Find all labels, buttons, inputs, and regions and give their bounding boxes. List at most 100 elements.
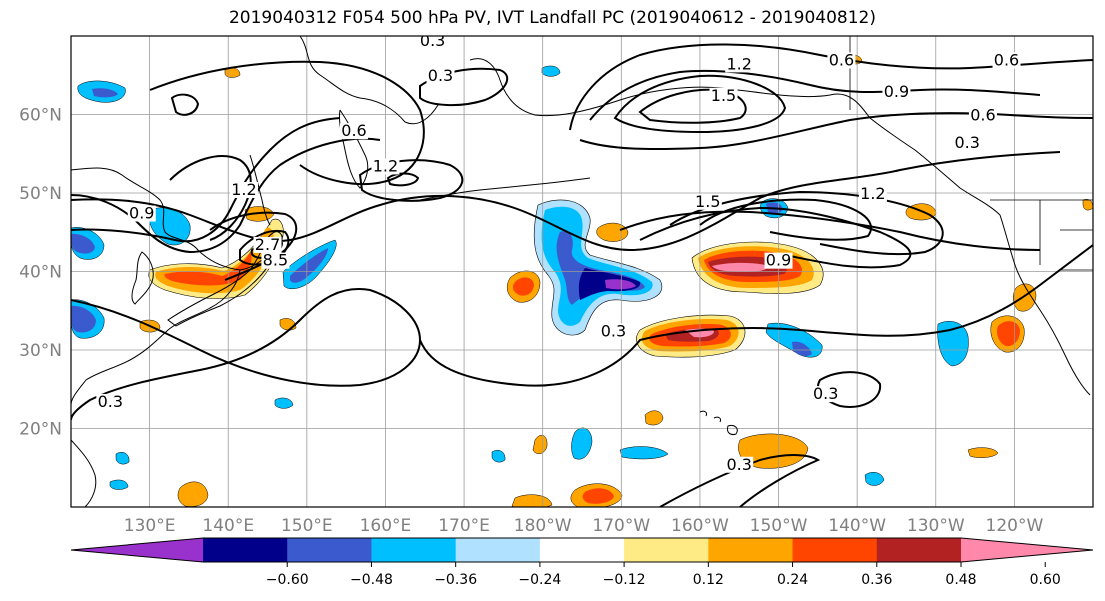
contour-label-background: [953, 134, 982, 151]
positive-anomaly-patch-7-core: [582, 488, 614, 504]
pv-contour-0.3-closed-3: [170, 93, 200, 116]
longitude-tick-label: 120°W: [986, 516, 1044, 536]
contour-label: 0.6: [341, 121, 366, 140]
negative-anomaly-patch-1-core: [92, 88, 118, 98]
colorbar-tick-label: −0.48: [350, 572, 393, 588]
coastline-north-america-west: [999, 214, 1091, 396]
colorbar-segment: [876, 538, 962, 562]
longitude-tick-label: 130°W: [907, 516, 965, 536]
map-gridlines: [71, 36, 1093, 507]
pv-contour-1.2-closed: [358, 159, 464, 202]
positive-anomaly-patch-9: [511, 494, 553, 507]
positive-anomaly-patch-1-core: [512, 277, 534, 296]
colorbar-tick-label: −0.36: [434, 572, 477, 588]
colorbar-segment: [624, 538, 709, 562]
contour-label-background: [261, 252, 290, 269]
longitude-tick-label: 140°E: [202, 516, 254, 536]
negative-anomaly-patch-15: [115, 452, 130, 465]
contour-label-background: [882, 83, 911, 100]
pv-contour-0.3-asia: [71, 151, 1061, 252]
pv-contour-0.6-west: [71, 117, 341, 243]
positive-anomaly-patch-2: [596, 222, 629, 242]
negative-anomaly-patch-8: [937, 321, 969, 367]
longitude-tick-label: 140°W: [828, 516, 886, 536]
coastline-siberia-north: [299, 36, 439, 125]
pv-contour-1.2-east: [669, 190, 944, 256]
contour-label-background: [992, 52, 1021, 69]
latitude-tick-label: 50°N: [19, 184, 62, 204]
coastlines: [71, 36, 1093, 507]
pv-contour-0.3-east: [419, 244, 1093, 387]
negative-anomaly-patch-7-core: [792, 341, 812, 357]
contour-label: 0.9: [766, 251, 791, 270]
colorbar-segment: [203, 538, 288, 562]
pv-contour-0.3-south-2: [659, 454, 821, 507]
border-canada-us: [849, 36, 1093, 271]
longitude-tick-label: 160°W: [671, 516, 729, 536]
colorbar-tick-label: 0.12: [693, 572, 724, 588]
contour-label-background: [371, 158, 400, 175]
contour-label: 0.3: [954, 133, 979, 152]
pv-contour-0.6-north-2: [579, 112, 1093, 151]
longitude-tick-label: 130°E: [124, 516, 176, 536]
coastline-asia-east: [71, 167, 269, 406]
contour-label: 2.7: [255, 235, 280, 254]
longitude-tick-label: 150°W: [750, 516, 808, 536]
colorbar-segment: [455, 538, 541, 562]
contour-label: 0.3: [428, 66, 453, 85]
colorbar-segment: [792, 538, 878, 562]
colorbar-tick-label: −0.12: [603, 572, 646, 588]
colorbar-tick-label: 0.48: [945, 572, 976, 588]
contour-label: 0.3: [727, 455, 752, 474]
latitude-tick-label: 20°N: [19, 420, 62, 440]
map-area: 0.3 0.3 0.6 1.2 1.2 0.9 2.78.5 0.3 1.2 1.5 0.6 0.6 0…: [71, 31, 1093, 507]
contour-label-background: [725, 456, 754, 473]
contour-label-background: [764, 252, 793, 269]
pv-anomaly-shading: [71, 54, 1093, 507]
negative-anomaly-patch-14: [541, 65, 561, 77]
contour-label: 0.9: [884, 82, 909, 101]
pv-contour-1.5-north: [638, 88, 747, 124]
contour-label-background: [725, 56, 754, 73]
colorbar-segment: [287, 538, 372, 562]
contour-label: 0.3: [420, 31, 445, 50]
contour-label-background: [426, 68, 455, 85]
longitude-tick-label: 170°E: [438, 516, 490, 536]
contour-label-background: [827, 52, 856, 69]
contour-label-background: [340, 123, 369, 140]
colorbar: −0.60 −0.48 −0.36 −0.24 −0.12 0.12 0.24 0.36 0.4…: [70, 537, 1094, 588]
negative-anomaly-patch-16: [109, 479, 129, 490]
latitude-tick-label: 30°N: [19, 341, 62, 361]
colorbar-tick-label: 0.24: [777, 572, 808, 588]
contour-label-background: [253, 236, 282, 253]
contour-label-background: [96, 393, 125, 410]
longitude-tick-label: 160°E: [360, 516, 412, 536]
colorbar-outline: [70, 537, 1094, 563]
contour-label: 0.6: [970, 105, 995, 124]
positive-anomaly-patch-5: [1013, 283, 1037, 312]
pv-contour-japan-inner-1: [239, 230, 290, 266]
contour-label: 0.9: [129, 204, 154, 223]
colorbar-extend-low: [71, 538, 203, 562]
negative-anomaly-patch-4-core: [71, 233, 95, 254]
contour-label-background: [229, 182, 258, 198]
pv-contour-1.5-east: [699, 198, 872, 241]
colorbar-tick-label: 0.36: [861, 572, 892, 588]
contour-label: 8.5: [263, 251, 288, 270]
contour-label-background: [858, 185, 887, 202]
positive-anomaly-patch-11: [967, 447, 999, 458]
negative-anomaly-patch-13: [491, 450, 506, 463]
contour-label: 0.6: [994, 50, 1019, 69]
latitude-tick-labels: 20°N 30°N 40°N 50°N 60°N: [19, 106, 62, 440]
pv-contour-1.2-north: [613, 74, 787, 134]
negative-anomaly-patch-12: [274, 397, 294, 409]
negative-anomaly-patch-10: [619, 446, 669, 460]
contour-label-background: [127, 205, 156, 222]
longitude-tick-labels: 130°E 140°E 150°E 160°E 170°E 180°W 170°W 160°W…: [124, 516, 1044, 536]
pv-contour-1.2-asia: [169, 155, 252, 241]
contour-label: 0.6: [829, 50, 854, 69]
coastline-korea: [131, 251, 154, 305]
coastline-alaska: [469, 58, 1001, 216]
pv-contour-0.9-north: [589, 69, 1041, 121]
pv-contour-0.3-south: [71, 288, 422, 421]
